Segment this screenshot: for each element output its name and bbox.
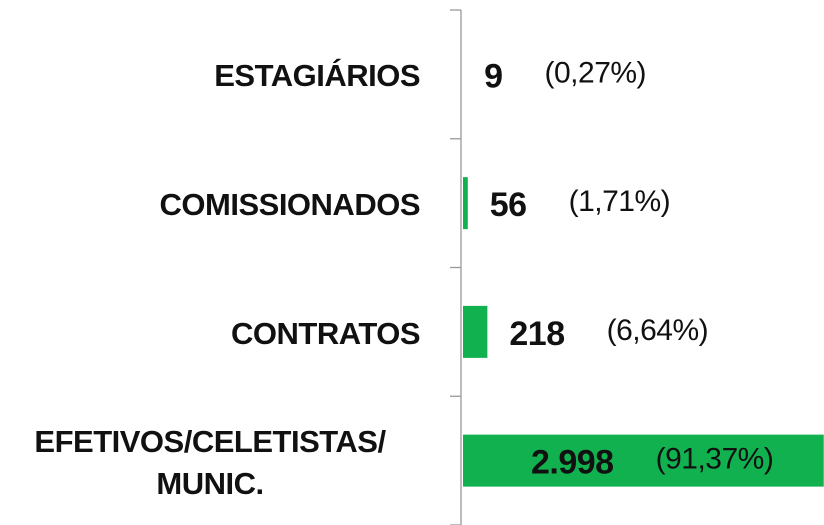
- share-label: (1,71%): [569, 185, 671, 218]
- share-label: (6,64%): [607, 314, 709, 347]
- value-label: 56: [490, 186, 527, 224]
- bar: [463, 434, 824, 487]
- value-label: 9: [484, 57, 502, 95]
- bar: [463, 305, 488, 358]
- bar: [463, 177, 468, 230]
- category-label: COMISSIONADOS: [159, 187, 421, 223]
- category-label: EFETIVOS/CELETISTAS/ MUNIC.: [34, 423, 386, 501]
- category-label: CONTRATOS: [231, 315, 420, 351]
- category-label: ESTAGIÁRIOS: [214, 58, 420, 94]
- value-label: 218: [509, 315, 564, 353]
- share-label: (91,37%): [656, 443, 774, 476]
- share-label: (0,27%): [545, 56, 647, 89]
- value-label: 2.998: [531, 444, 614, 482]
